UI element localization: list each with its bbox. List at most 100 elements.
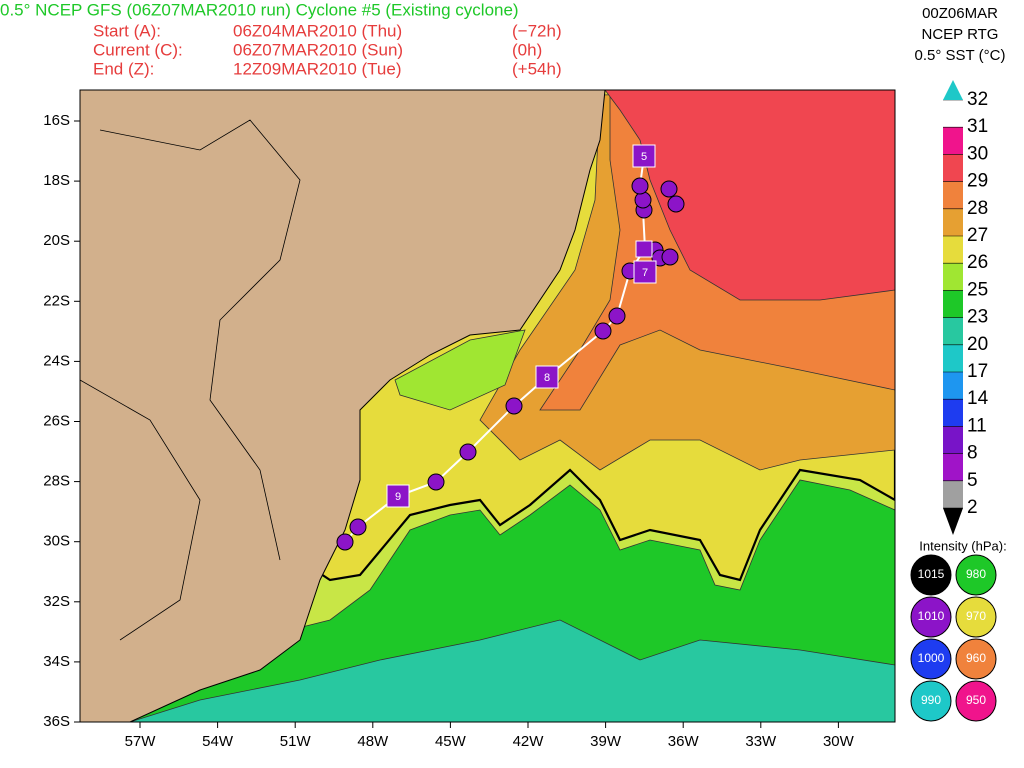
lat-label: 16S <box>43 112 70 129</box>
colorbar-band <box>943 236 963 264</box>
track-point <box>459 443 477 461</box>
day-marker <box>386 484 410 508</box>
colorbar-label: 14 <box>967 388 989 409</box>
intensity-legend: 1015 980 1010 970 1000 960 990 950 <box>910 554 997 722</box>
colorbar-band <box>943 100 963 128</box>
colorbar-band <box>943 480 963 508</box>
intensity-swatch <box>955 554 997 596</box>
track-point <box>336 533 354 551</box>
colorbar-label: 28 <box>967 198 988 219</box>
track-point <box>661 248 679 266</box>
lon-label: 33W <box>745 733 777 750</box>
header-cell: Current (C): <box>93 40 183 59</box>
lon-label: 45W <box>435 733 467 750</box>
colorbar-label: 23 <box>967 307 988 328</box>
intensity-label: 960 <box>966 651 986 665</box>
header-cell: 06Z07MAR2010 (Sun) <box>233 40 403 59</box>
day-marker-label: 7 <box>642 267 648 279</box>
track-point <box>349 518 367 536</box>
colorbar-label: 2 <box>967 497 978 518</box>
day-marker <box>632 144 656 168</box>
lat-label: 20S <box>43 232 70 249</box>
colorbar-band <box>943 208 963 236</box>
lon-label: 48W <box>357 733 389 750</box>
header-cell: End (Z): <box>93 59 154 78</box>
colorbar-label: 11 <box>967 415 987 436</box>
colorbar-band <box>943 154 963 182</box>
axes: 16S 18S 20S 22S 24S 26S 28S 30S 32S 34S 36S 57W 54W 5… <box>43 112 854 750</box>
colorbar-band <box>943 344 963 372</box>
day-marker <box>633 260 657 284</box>
track-point <box>660 180 678 198</box>
header-cell: 12Z09MAR2010 (Tue) <box>233 59 402 78</box>
intensity-label: 1010 <box>918 609 945 623</box>
lon-label: 30W <box>823 733 855 750</box>
colorbar-label: 8 <box>967 443 978 464</box>
lat-label: 32S <box>43 593 70 610</box>
lon-label: 36W <box>668 733 700 750</box>
header-cell: (−72h) <box>512 21 562 40</box>
track-point <box>631 177 649 195</box>
lat-label: 18S <box>43 172 70 189</box>
map-frame <box>79 89 896 723</box>
intensity-label: 950 <box>966 693 986 707</box>
day-marker <box>635 240 653 258</box>
lat-label: 36S <box>43 713 70 730</box>
track-point <box>505 397 523 415</box>
intensity-label: 1015 <box>918 567 945 581</box>
colorbar-band <box>943 290 963 318</box>
colorbar-label: 25 <box>967 279 988 300</box>
track-point <box>667 195 685 213</box>
track-point <box>594 322 612 340</box>
colorbar-title: 0.5° SST (°C) <box>915 47 1006 64</box>
map: 5 7 8 9 <box>80 90 895 722</box>
colorbar-label: 20 <box>967 334 988 355</box>
cb-top <box>943 80 963 100</box>
intensity-title: Intensity (hPa): <box>919 538 1006 553</box>
colorbar-band <box>943 181 963 209</box>
lat-label: 26S <box>43 412 70 429</box>
intensity-label: 990 <box>921 693 941 707</box>
header-cell: Start (A): <box>93 21 161 40</box>
day-marker-label: 8 <box>544 372 550 384</box>
intensity-swatch <box>910 638 952 680</box>
header-cell: (0h) <box>512 40 542 59</box>
header-cell: (+54h) <box>512 59 562 78</box>
colorbar-band <box>943 317 963 345</box>
colorbar-label: 27 <box>967 225 988 246</box>
lon-label: 42W <box>513 733 545 750</box>
intensity-label: 980 <box>966 567 986 581</box>
intensity-swatch <box>955 680 997 722</box>
intensity-swatch <box>910 596 952 638</box>
lon-label: 39W <box>590 733 622 750</box>
colorbar-label: 29 <box>967 171 988 192</box>
intensity-swatch <box>910 680 952 722</box>
colorbar-band <box>943 372 963 400</box>
intensity-swatch <box>955 596 997 638</box>
intensity-label: 970 <box>966 609 986 623</box>
track-points: 5 7 8 9 <box>336 144 685 551</box>
lat-label: 24S <box>43 352 70 369</box>
track-point <box>634 191 652 209</box>
colorbar-band <box>943 399 963 427</box>
day-marker-label: 5 <box>641 151 647 163</box>
intensity-swatch <box>910 554 952 596</box>
colorbar-title: NCEP RTG <box>922 26 999 43</box>
land <box>80 90 606 722</box>
header-cell: 06Z04MAR2010 (Thu) <box>233 21 402 40</box>
sst-30 <box>604 90 895 301</box>
lon-label: 54W <box>202 733 234 750</box>
lon-label: 57W <box>125 733 157 750</box>
lat-label: 22S <box>43 292 70 309</box>
track-point <box>608 307 626 325</box>
lon-label: 51W <box>280 733 312 750</box>
borders <box>80 119 301 641</box>
colorbar-label: 30 <box>967 143 988 164</box>
lat-label: 34S <box>43 653 70 670</box>
colorbar-band <box>943 263 963 291</box>
colorbar-label: 5 <box>967 470 978 491</box>
track-point <box>427 473 445 491</box>
colorbar-label: 26 <box>967 252 988 273</box>
